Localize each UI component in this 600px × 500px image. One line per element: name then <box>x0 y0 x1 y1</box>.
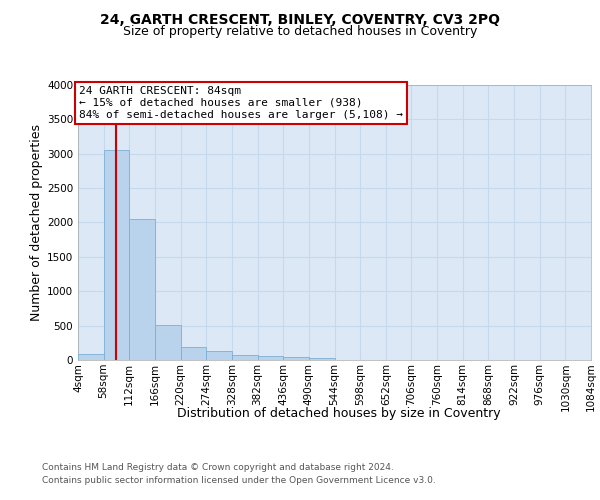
Text: Contains public sector information licensed under the Open Government Licence v3: Contains public sector information licen… <box>42 476 436 485</box>
Bar <box>104 150 130 360</box>
Text: 24, GARTH CRESCENT, BINLEY, COVENTRY, CV3 2PQ: 24, GARTH CRESCENT, BINLEY, COVENTRY, CV… <box>100 12 500 26</box>
Text: Contains HM Land Registry data © Crown copyright and database right 2024.: Contains HM Land Registry data © Crown c… <box>42 462 394 471</box>
Bar <box>181 346 206 360</box>
Bar <box>206 351 232 360</box>
Text: 24 GARTH CRESCENT: 84sqm
← 15% of detached houses are smaller (938)
84% of semi-: 24 GARTH CRESCENT: 84sqm ← 15% of detach… <box>79 86 403 120</box>
Bar <box>130 219 155 360</box>
Bar <box>232 355 257 360</box>
Text: Size of property relative to detached houses in Coventry: Size of property relative to detached ho… <box>123 25 477 38</box>
Bar <box>309 358 335 360</box>
Bar <box>283 357 309 360</box>
Text: Distribution of detached houses by size in Coventry: Distribution of detached houses by size … <box>177 408 501 420</box>
Bar <box>257 356 283 360</box>
Bar <box>78 354 104 360</box>
Y-axis label: Number of detached properties: Number of detached properties <box>30 124 43 321</box>
Bar <box>155 325 181 360</box>
